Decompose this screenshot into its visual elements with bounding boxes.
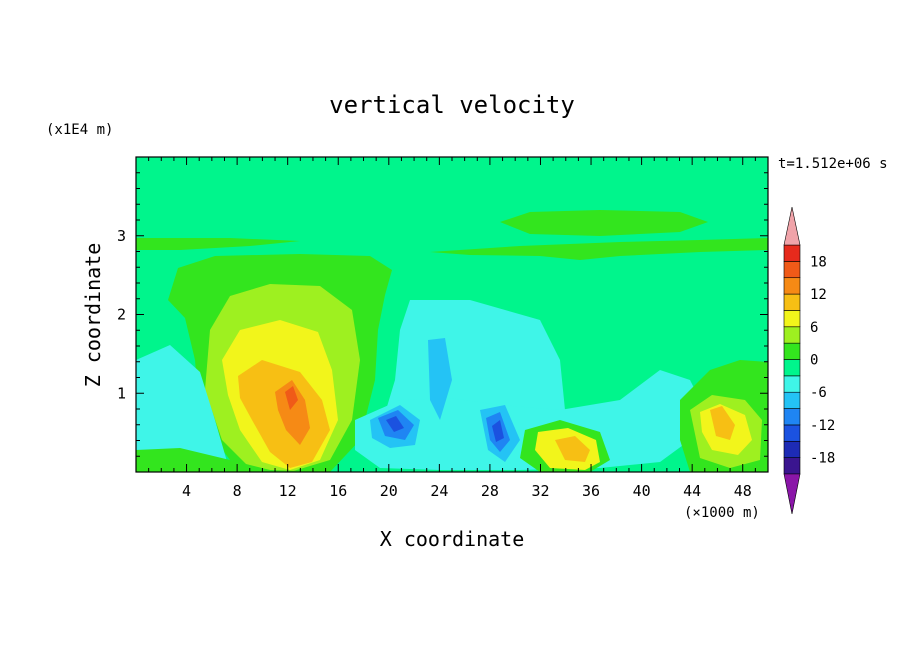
- contour-band: [355, 370, 700, 470]
- colorbar-segment: [783, 440, 801, 458]
- x-axis-label: X coordinate: [380, 527, 525, 551]
- colorbar-segment: [783, 342, 801, 360]
- contour-band: [136, 448, 330, 472]
- contour-band: [555, 436, 590, 462]
- y-unit-label: (x1E4 m): [46, 122, 113, 138]
- x-tick-label: 40: [633, 482, 651, 500]
- contour-band: [386, 416, 404, 432]
- colorbar: 18 12 6 0 -6 -12 -18: [783, 206, 835, 515]
- contour-field: [136, 157, 768, 472]
- contour-band: [136, 238, 300, 250]
- x-tick-label: 28: [481, 482, 499, 500]
- colorbar-segment: [783, 359, 801, 377]
- x-tick-label: 12: [279, 482, 297, 500]
- x-tick-label: 48: [734, 482, 752, 500]
- contour-band: [430, 238, 768, 260]
- x-tick-label: 36: [582, 482, 600, 500]
- x-tick-label: 44: [683, 482, 701, 500]
- colorbar-segment: [783, 424, 801, 442]
- colorbar-tick-label: -12: [810, 418, 835, 434]
- colorbar-segment: [783, 293, 801, 311]
- y-axis-label: Z coordinate: [81, 243, 105, 388]
- y-axis: 1 2 3: [117, 172, 768, 457]
- x-tick-label: 32: [531, 482, 549, 500]
- colorbar-extend-top: [783, 206, 801, 246]
- colorbar-tick-label: 6: [810, 320, 818, 336]
- colorbar-tick-label: 0: [810, 353, 818, 369]
- x-tick-label: 24: [430, 482, 448, 500]
- colorbar-segment: [783, 391, 801, 409]
- y-tick-label: 3: [117, 227, 126, 245]
- y-tick-label: 2: [117, 306, 126, 324]
- x-tick-label: 16: [329, 482, 347, 500]
- x-unit-label: (×1000 m): [684, 505, 760, 521]
- contour-band: [428, 338, 452, 420]
- colorbar-tick-label: 12: [810, 287, 827, 303]
- contour-band: [492, 420, 504, 442]
- contour-band: [285, 386, 298, 410]
- colorbar-tick-label: 18: [810, 254, 827, 270]
- colorbar-segment: [783, 457, 801, 475]
- colorbar-segment: [783, 310, 801, 328]
- colorbar-segment: [783, 408, 801, 426]
- x-tick-label: 4: [182, 482, 191, 500]
- contour-band: [710, 406, 735, 440]
- colorbar-segment: [783, 244, 801, 262]
- contour-band: [136, 345, 230, 472]
- y-tick-label: 1: [117, 384, 126, 402]
- contour-band: [500, 210, 708, 236]
- x-axis: 4 8 12 16 20 24 28 32 36 40 44 48: [148, 157, 756, 500]
- x-tick-label: 8: [233, 482, 242, 500]
- colorbar-tick-label: -6: [810, 385, 827, 401]
- time-label: t=1.512e+06 s: [778, 156, 888, 172]
- colorbar-tick-label: -18: [810, 451, 835, 467]
- contour-band: [275, 380, 310, 445]
- colorbar-segment: [783, 326, 801, 344]
- x-tick-label: 20: [380, 482, 398, 500]
- colorbar-segment: [783, 375, 801, 393]
- colorbar-extend-bottom: [783, 473, 801, 515]
- colorbar-segment: [783, 261, 801, 279]
- colorbar-segment: [783, 277, 801, 295]
- chart-title: vertical velocity: [329, 91, 575, 119]
